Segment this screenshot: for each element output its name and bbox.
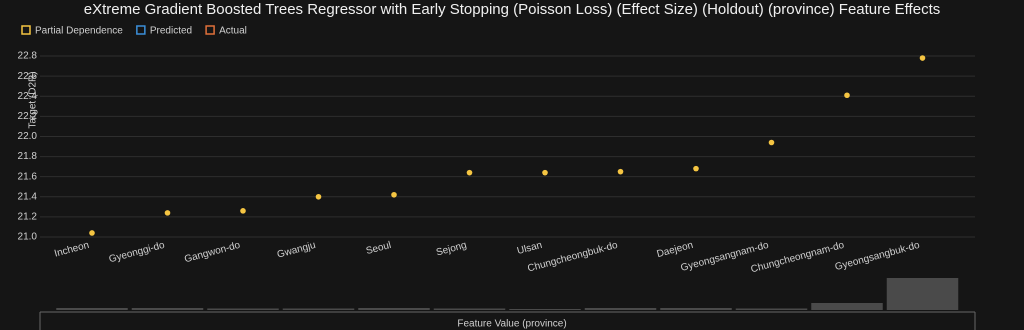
point — [164, 210, 171, 216]
x-tick-label: Gwangju — [276, 240, 317, 261]
y-tick-label: 21.0 — [18, 232, 38, 243]
histogram-bar — [735, 308, 808, 310]
x-tick-label: Incheon — [53, 240, 90, 260]
point — [693, 165, 699, 172]
histogram-bar — [358, 308, 430, 310]
y-axis-label: Target (D2R) — [28, 71, 39, 128]
legend-label: Predicted — [150, 26, 192, 37]
legend-swatch — [21, 25, 31, 35]
legend-label: Actual — [219, 26, 247, 37]
histogram-bar — [509, 309, 581, 310]
legend-swatch — [205, 25, 215, 35]
histogram-bar — [811, 303, 883, 310]
histogram-bar — [207, 308, 279, 310]
point — [89, 230, 95, 236]
y-tick-label: 21.4 — [18, 191, 38, 202]
x-tick-label: Seoul — [365, 240, 393, 257]
legend-label: Partial Dependence — [35, 26, 123, 37]
y-tick-label: 22.6 — [18, 71, 38, 82]
point — [768, 139, 775, 146]
x-tick-label: Ulsan — [516, 240, 544, 257]
y-tick-label: 21.2 — [18, 212, 38, 223]
histogram-bar — [660, 308, 732, 310]
histogram-bar — [131, 308, 204, 310]
point — [844, 92, 850, 99]
histogram-bar — [282, 308, 355, 310]
point — [617, 168, 624, 175]
chart-title: eXtreme Gradient Boosted Trees Regressor… — [84, 1, 941, 18]
x-tick-label: Daejeon — [656, 240, 695, 260]
x-tick-label: Sejong — [435, 240, 468, 259]
histogram-bar — [56, 308, 128, 310]
point — [466, 169, 473, 176]
histogram-bar — [433, 308, 506, 310]
histogram-bar — [584, 308, 657, 310]
legend-swatch — [136, 25, 146, 35]
x-tick-label: Gyeongsangbuk-do — [834, 240, 922, 273]
x-tick-label: Gyeonggi-do — [108, 240, 167, 266]
x-axis-label: Feature Value (province) — [457, 319, 566, 330]
y-tick-label: 22.8 — [18, 51, 38, 62]
point — [315, 193, 322, 200]
point — [919, 55, 926, 61]
point — [391, 191, 397, 198]
point — [240, 208, 246, 214]
point — [542, 169, 548, 176]
y-tick-label: 22.2 — [18, 111, 38, 122]
y-tick-label: 22.0 — [18, 131, 38, 142]
y-tick-label: 22.4 — [18, 91, 38, 102]
histogram-bar — [886, 278, 959, 310]
y-tick-label: 21.8 — [18, 151, 38, 162]
x-tick-label: Gangwon-do — [183, 240, 242, 266]
y-tick-label: 21.6 — [18, 171, 38, 182]
